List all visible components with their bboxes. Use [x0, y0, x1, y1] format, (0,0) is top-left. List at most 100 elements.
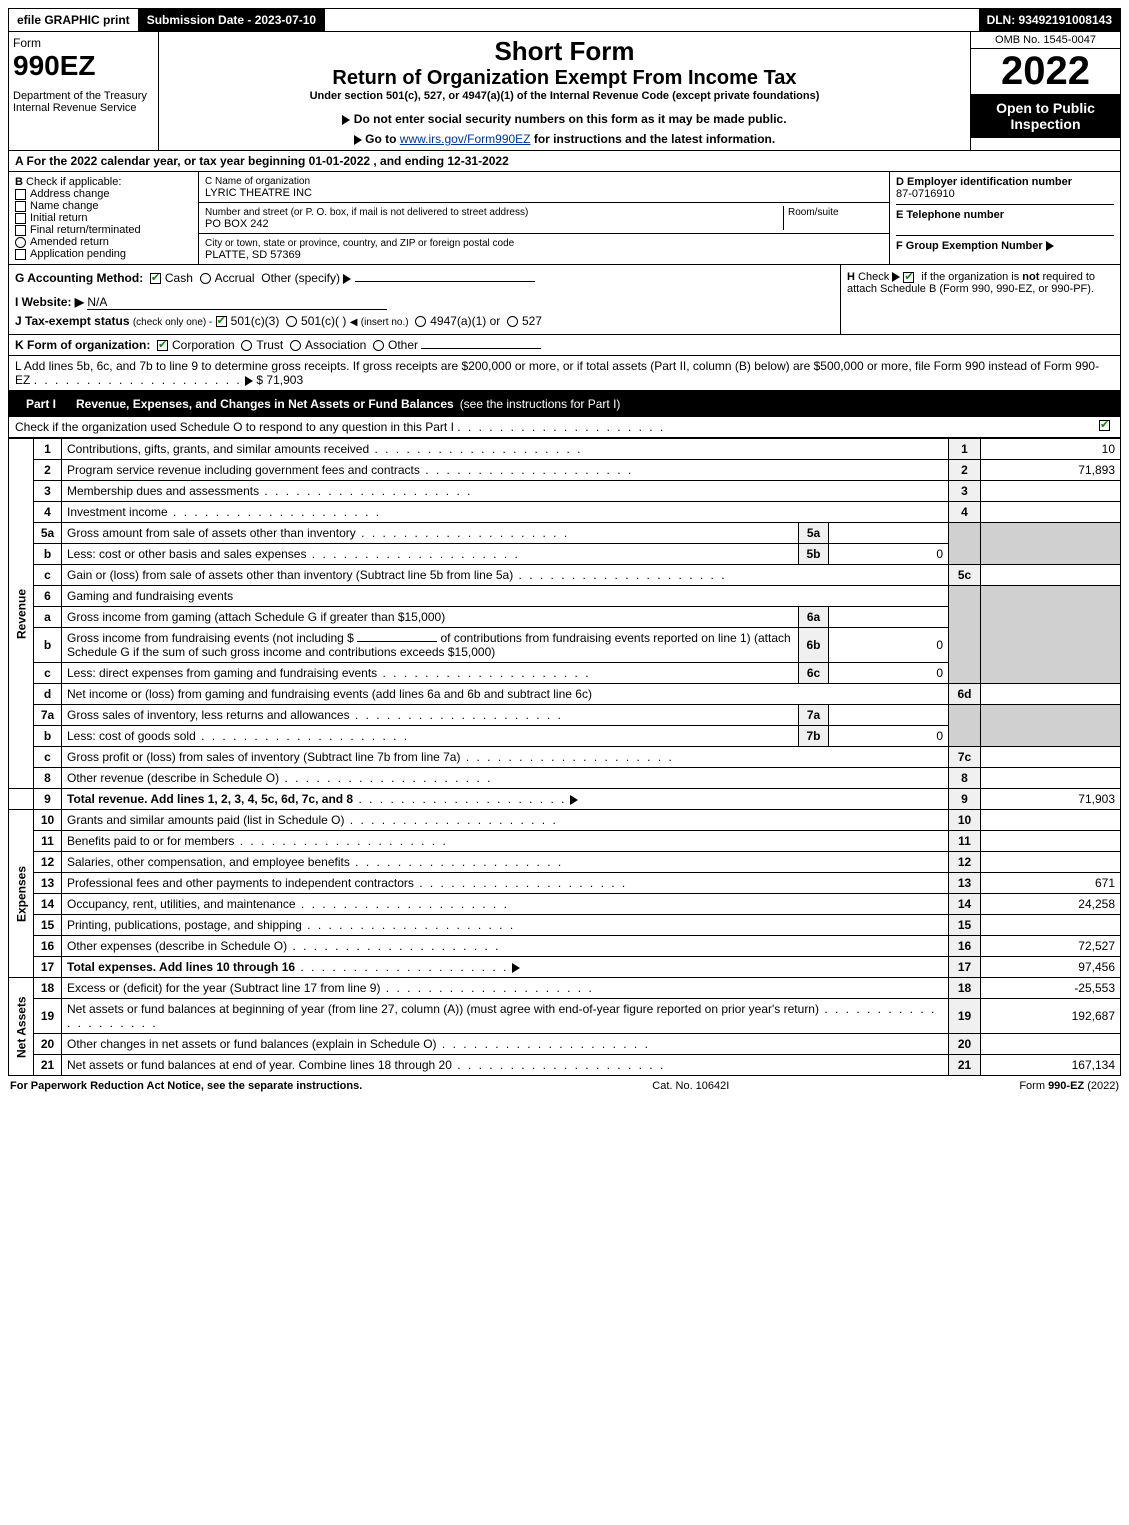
l7c-val [981, 747, 1121, 768]
501c3-label: 501(c)(3) [231, 314, 280, 328]
l19-box: 19 [949, 999, 981, 1034]
arrow-icon [892, 272, 900, 282]
4947-label: 4947(a)(1) or [430, 314, 500, 328]
opt-name-change: Name change [30, 200, 99, 212]
part1-checktext: Check if the organization used Schedule … [15, 420, 454, 434]
revenue-label: Revenue [9, 439, 34, 789]
radio-trust[interactable] [241, 340, 252, 351]
row-k: K Form of organization: Corporation Trus… [8, 335, 1121, 356]
topbar-spacer [325, 9, 978, 31]
open-public: Open to Public Inspection [971, 94, 1120, 138]
l7b-inner: 7b [799, 726, 829, 747]
room-label: Room/suite [788, 207, 839, 218]
line-8: 8Other revenue (describe in Schedule O) … [9, 768, 1121, 789]
checkbox-final-return[interactable] [15, 225, 26, 236]
g-left: G Accounting Method: Cash Accrual Other … [9, 265, 840, 334]
line-7c: cGross profit or (loss) from sales of in… [9, 747, 1121, 768]
l6d-text: Net income or (loss) from gaming and fun… [67, 687, 592, 701]
radio-other-org[interactable] [373, 340, 384, 351]
l14-text: Occupancy, rent, utilities, and maintena… [67, 897, 296, 911]
l6c-ival: 0 [829, 663, 949, 684]
form-word: Form [13, 36, 154, 50]
name-label: C Name of organization [205, 176, 310, 187]
l8-box: 8 [949, 768, 981, 789]
527-label: 527 [522, 314, 542, 328]
checkbox-corporation[interactable] [157, 340, 168, 351]
l14-box: 14 [949, 894, 981, 915]
l15-val [981, 915, 1121, 936]
l2-box: 2 [949, 460, 981, 481]
l9-box: 9 [949, 789, 981, 810]
line-18: Net Assets 18Excess or (deficit) for the… [9, 978, 1121, 999]
l9-val: 71,903 [981, 789, 1121, 810]
l10-box: 10 [949, 810, 981, 831]
i-label: I Website: ▶ [15, 295, 84, 309]
checkbox-schedule-b[interactable] [903, 272, 914, 283]
checkbox-initial-return[interactable] [15, 213, 26, 224]
l6b-inner: 6b [799, 628, 829, 663]
opt-address-change: Address change [30, 188, 110, 200]
l12-box: 12 [949, 852, 981, 873]
l20-text: Other changes in net assets or fund bala… [67, 1037, 437, 1051]
street-label: Number and street (or P. O. box, if mail… [205, 207, 528, 218]
l6d-val [981, 684, 1121, 705]
checkbox-address-change[interactable] [15, 189, 26, 200]
checkbox-cash[interactable] [150, 273, 161, 284]
l4-val [981, 502, 1121, 523]
goto-line: Go to www.irs.gov/Form990EZ for instruct… [163, 132, 966, 146]
efile-label: efile GRAPHIC print [9, 9, 139, 31]
l4-text: Investment income [67, 505, 168, 519]
h-label: H [847, 271, 855, 283]
street-row: Number and street (or P. O. box, if mail… [199, 203, 889, 234]
j-label: J Tax-exempt status [15, 314, 130, 328]
l6a-ival [829, 607, 949, 628]
street-value: PO BOX 242 [205, 218, 269, 230]
checkbox-name-change[interactable] [15, 201, 26, 212]
l10-text: Grants and similar amounts paid (list in… [67, 813, 344, 827]
l11-box: 11 [949, 831, 981, 852]
checkbox-501c3[interactable] [216, 316, 227, 327]
part1-checkline: Check if the organization used Schedule … [8, 417, 1121, 438]
radio-association[interactable] [290, 340, 301, 351]
form-header: Form 990EZ Department of the Treasury In… [8, 32, 1121, 151]
arrow-icon [570, 795, 578, 805]
short-form-title: Short Form [163, 36, 966, 67]
l18-val: -25,553 [981, 978, 1121, 999]
donot-line: Do not enter social security numbers on … [163, 112, 966, 126]
header-mid: Short Form Return of Organization Exempt… [159, 32, 970, 150]
radio-accrual[interactable] [200, 273, 211, 284]
part1-note: (see the instructions for Part I) [460, 397, 621, 411]
line-12: 12Salaries, other compensation, and empl… [9, 852, 1121, 873]
other-org-label: Other [388, 338, 418, 352]
irs-link[interactable]: www.irs.gov/Form990EZ [400, 132, 531, 146]
l15-text: Printing, publications, postage, and shi… [67, 918, 302, 932]
l18-text: Excess or (deficit) for the year (Subtra… [67, 981, 380, 995]
line-13: 13Professional fees and other payments t… [9, 873, 1121, 894]
org-name: LYRIC THEATRE INC [205, 187, 312, 199]
checkbox-application-pending[interactable] [15, 249, 26, 260]
j-note: (check only one) - [133, 317, 212, 328]
paperwork-notice: For Paperwork Reduction Act Notice, see … [10, 1080, 362, 1092]
top-bar: efile GRAPHIC print Submission Date - 20… [8, 8, 1121, 32]
part1-label: Part I [16, 395, 66, 413]
radio-527[interactable] [507, 316, 518, 327]
opt-initial-return: Initial return [30, 212, 87, 224]
l7a-ival [829, 705, 949, 726]
radio-4947[interactable] [415, 316, 426, 327]
checkbox-schedule-o[interactable] [1099, 420, 1110, 431]
l5b-ival: 0 [829, 544, 949, 565]
line-17: 17Total expenses. Add lines 10 through 1… [9, 957, 1121, 978]
e-label: E Telephone number [896, 209, 1004, 221]
l6b-ival: 0 [829, 628, 949, 663]
line-4: 4Investment income 4 [9, 502, 1121, 523]
line-5c: cGain or (loss) from sale of assets othe… [9, 565, 1121, 586]
l11-val [981, 831, 1121, 852]
b-label: B [15, 176, 23, 188]
radio-501c[interactable] [286, 316, 297, 327]
goto-pre: Go to [365, 132, 400, 146]
line-7a: 7aGross sales of inventory, less returns… [9, 705, 1121, 726]
radio-amended-return[interactable] [15, 237, 26, 248]
omb-number: OMB No. 1545-0047 [971, 32, 1120, 49]
l7a-text: Gross sales of inventory, less returns a… [67, 708, 350, 722]
line-21: 21Net assets or fund balances at end of … [9, 1055, 1121, 1076]
